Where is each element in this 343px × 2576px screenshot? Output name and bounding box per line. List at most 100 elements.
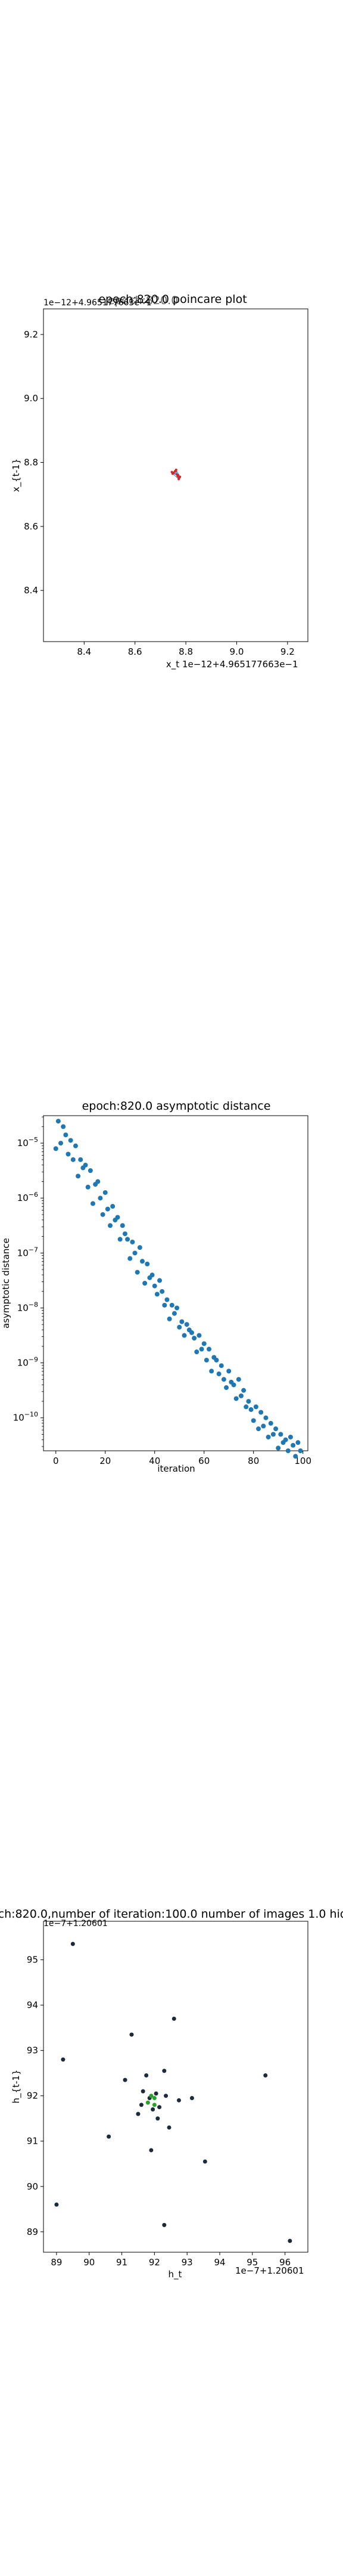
hidden-scatter-x-tick-label: 91: [116, 2257, 127, 2268]
asymptotic-point: [122, 1231, 127, 1237]
poincare-y-label: x_{t-1}: [11, 459, 22, 492]
asymptotic-point: [263, 1415, 269, 1420]
hidden-scatter-x-tick-label: 89: [51, 2257, 62, 2268]
asymptotic-point: [244, 1404, 249, 1410]
asymptotic-point: [238, 1393, 244, 1398]
asymptotic-point: [115, 1215, 120, 1220]
asymptotic-y-label: asymptotic distance: [1, 1238, 11, 1329]
asymptotic-point: [199, 1346, 204, 1352]
poincare-point: [177, 478, 180, 481]
hidden-scatter-y-tick-label: 93: [27, 2045, 38, 2056]
asymptotic-point: [90, 1201, 95, 1206]
asymptotic-point: [226, 1368, 232, 1374]
asymptotic-point: [132, 1250, 138, 1256]
poincare-x-tick-label: 8.4: [77, 646, 91, 657]
poincare-y-offset-text: 1e−12+4.965177663e−1: [43, 298, 152, 308]
asymptotic-point: [76, 1174, 81, 1179]
asymptotic-point: [130, 1239, 135, 1244]
hidden-scatter-point: [288, 2238, 292, 2243]
asymptotic-y-tick-label: 10−6: [17, 1191, 38, 1203]
asymptotic-chart-title: epoch:820.0 asymptotic distance: [82, 1100, 271, 1113]
asymptotic-point: [83, 1162, 88, 1168]
hidden-scatter-x-tick-label: 90: [83, 2257, 95, 2268]
poincare-y-tick-label: 8.6: [24, 521, 38, 532]
asymptotic-point: [278, 1432, 283, 1437]
asymptotic-point: [236, 1377, 241, 1382]
asymptotic-point: [169, 1302, 174, 1308]
hidden-scatter-y-tick-label: 92: [27, 2091, 38, 2101]
hidden-scatter-point: [54, 2202, 59, 2207]
asymptotic-y-tick-label: 10−8: [17, 1301, 38, 1313]
asymptotic-point: [160, 1289, 165, 1294]
hidden-scatter-point: [107, 2134, 111, 2139]
hidden-scatter-title: epoch:820.0,number of iteration:100.0 nu…: [0, 1908, 343, 1921]
poincare-x-tick-label: 9.0: [230, 646, 244, 657]
poincare-x-ticks: 8.4 8.6 8.8 9.0 9.2: [77, 642, 295, 657]
asymptotic-point: [291, 1442, 296, 1448]
hidden-scatter-point: [164, 2094, 169, 2098]
asymptotic-point: [162, 1302, 167, 1308]
poincare-x-tick-label: 8.8: [179, 646, 193, 657]
asymptotic-point: [58, 1141, 64, 1146]
asymptotic-point: [105, 1206, 110, 1212]
hidden-scatter-point: [145, 2100, 150, 2105]
asymptotic-point: [137, 1245, 142, 1250]
asymptotic-point: [95, 1179, 101, 1184]
hidden-scatter-y-tick-label: 91: [27, 2136, 38, 2147]
hidden-scatter-chart: epoch:820.0,number of iteration:100.0 nu…: [0, 1908, 343, 2280]
asymptotic-point: [174, 1305, 180, 1311]
hidden-scatter-point: [176, 2098, 181, 2103]
asymptotic-point: [177, 1324, 182, 1330]
asymptotic-point: [139, 1259, 145, 1264]
asymptotic-point: [179, 1319, 185, 1324]
hidden-scatter-point: [152, 2096, 157, 2101]
asymptotic-point: [258, 1410, 264, 1415]
poincare-point: [171, 472, 174, 475]
poincare-point: [173, 470, 176, 473]
hidden-scatter-point: [263, 2073, 268, 2077]
asymptotic-point: [127, 1256, 133, 1261]
asymptotic-point: [66, 1151, 71, 1157]
asymptotic-point: [201, 1341, 207, 1346]
poincare-chart-title-overlap: epoch:820.0: [108, 294, 179, 307]
hidden-scatter-point: [139, 2103, 144, 2107]
asymptotic-point: [108, 1223, 113, 1228]
hidden-scatter-point: [129, 2032, 134, 2037]
asymptotic-point: [256, 1426, 261, 1432]
asymptotic-x-tick-label: 80: [248, 1456, 259, 1466]
poincare-y-tick-label: 9.0: [24, 393, 38, 404]
asymptotic-point: [293, 1454, 298, 1459]
asymptotic-y-tick-label: 10−9: [17, 1356, 38, 1368]
hidden-scatter-point: [162, 2069, 167, 2073]
asymptotic-x-ticks: 0 20 40 60 80 100: [53, 1451, 311, 1466]
poincare-x-label: x_t: [166, 659, 179, 670]
poincare-x-tick-label: 8.6: [128, 646, 142, 657]
asymptotic-point: [276, 1445, 281, 1451]
hidden-scatter-y-tick-label: 90: [27, 2181, 38, 2192]
hidden-scatter-point: [144, 2073, 149, 2077]
hidden-scatter-point: [155, 2116, 160, 2121]
asymptotic-point: [164, 1297, 170, 1302]
asymptotic-point: [70, 1157, 76, 1162]
asymptotic-point: [61, 1124, 66, 1129]
asymptotic-point: [154, 1292, 160, 1297]
asymptotic-point: [73, 1143, 78, 1148]
hidden-scatter-x-tick-label: 96: [279, 2257, 291, 2268]
hidden-scatter-x-tick-label: 92: [149, 2257, 160, 2268]
asymptotic-point: [135, 1270, 140, 1275]
hidden-scatter-point: [189, 2096, 194, 2101]
hidden-scatter-point: [123, 2077, 127, 2082]
asymptotic-point: [298, 1448, 303, 1453]
asymptotic-point: [152, 1283, 157, 1289]
asymptotic-point: [270, 1432, 276, 1437]
asymptotic-point: [125, 1237, 130, 1242]
hidden-scatter-point: [152, 2103, 157, 2107]
poincare-y-tick-label: 8.8: [24, 457, 38, 468]
asymptotic-marks: [53, 1119, 303, 1459]
hidden-scatter-axes-frame: [43, 1921, 308, 2253]
asymptotic-point: [172, 1311, 177, 1316]
asymptotic-point: [233, 1396, 239, 1401]
poincare-chart-title: epoch:820.0 poincare plot: [98, 293, 247, 306]
asymptotic-x-tick-label: 40: [149, 1456, 160, 1466]
